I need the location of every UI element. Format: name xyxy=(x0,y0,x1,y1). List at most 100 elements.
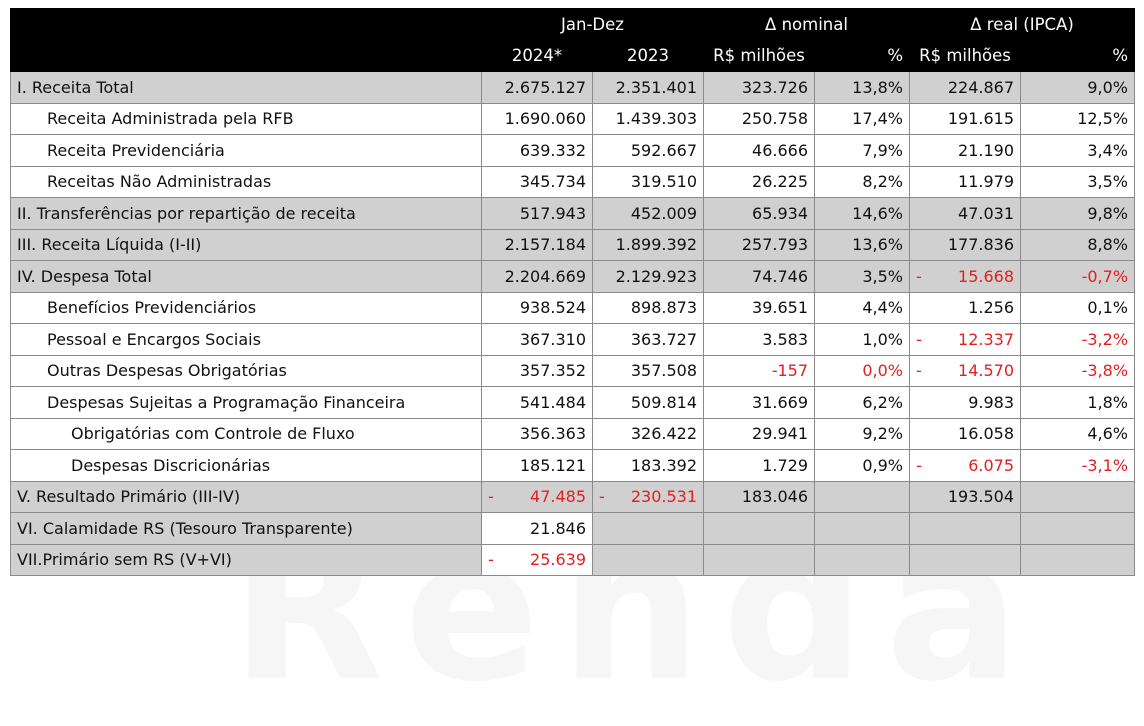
cell-real: - 14.570 xyxy=(909,354,1021,387)
cell-2024: 356.363 xyxy=(481,417,593,450)
row-label: VII.Primário sem RS (V+VI) xyxy=(10,543,482,576)
cell-2023: - 230.531 xyxy=(592,480,704,513)
cell-nominal: 26.225 xyxy=(703,165,815,198)
cell-nominal-pct: 0,0% xyxy=(814,354,910,387)
cell-2023: 326.422 xyxy=(592,417,704,450)
cell-nominal: 65.934 xyxy=(703,197,815,230)
row-label: II. Transferências por repartição de rec… xyxy=(10,197,482,230)
table-row: Benefícios Previdenciários 938.524 898.8… xyxy=(10,291,1136,324)
cell-real: 191.615 xyxy=(909,102,1021,135)
header-real-pct: % xyxy=(1019,39,1136,72)
cell-nominal-pct: 13,8% xyxy=(814,71,910,104)
cell-nominal: 250.758 xyxy=(703,102,815,135)
cell-2024-value: 25.639 xyxy=(530,550,586,570)
cell-real-pct: 0,1% xyxy=(1019,291,1136,324)
cell-nominal: 46.666 xyxy=(703,134,815,167)
table-row: IV. Despesa Total 2.204.669 2.129.923 74… xyxy=(10,260,1136,293)
row-label: Outras Despesas Obrigatórias xyxy=(10,354,482,387)
cell-2024: 2.204.669 xyxy=(481,260,593,293)
cell-real-pct xyxy=(1019,480,1136,513)
cell-nominal-pct xyxy=(814,543,910,576)
cell-real xyxy=(909,543,1021,576)
table-row: Obrigatórias com Controle de Fluxo 356.3… xyxy=(10,417,1136,450)
cell-nominal xyxy=(703,512,815,545)
row-label: Receita Previdenciária xyxy=(10,134,482,167)
table-row: III. Receita Líquida (I-II) 2.157.184 1.… xyxy=(10,228,1136,261)
negative-dash: - xyxy=(916,455,922,475)
cell-2024-value: 47.485 xyxy=(530,487,586,507)
cell-real-pct: 3,5% xyxy=(1019,165,1136,198)
cell-2024: 21.846 xyxy=(481,512,593,545)
cell-real: 9.983 xyxy=(909,386,1021,419)
cell-nominal-pct: 8,2% xyxy=(814,165,910,198)
table-row: Receita Administrada pela RFB 1.690.060 … xyxy=(10,102,1136,135)
table-row: Pessoal e Encargos Sociais 367.310 363.7… xyxy=(10,323,1136,356)
negative-dash: - xyxy=(916,329,922,349)
negative-dash: - xyxy=(488,550,494,570)
cell-real-pct: 9,8% xyxy=(1019,197,1136,230)
table-row: Receitas Não Administradas 345.734 319.5… xyxy=(10,165,1136,198)
cell-2024: 367.310 xyxy=(481,323,593,356)
cell-real: 21.190 xyxy=(909,134,1021,167)
cell-nominal-pct: 17,4% xyxy=(814,102,910,135)
table-row: Despesas Sujeitas a Programação Financei… xyxy=(10,386,1136,419)
cell-2023 xyxy=(592,543,704,576)
table-row: Receita Previdenciária 639.332 592.667 4… xyxy=(10,134,1136,167)
cell-real-pct: -3,8% xyxy=(1019,354,1136,387)
cell-nominal: 1.729 xyxy=(703,449,815,482)
header-2023: 2023 xyxy=(592,39,704,72)
cell-2023: 319.510 xyxy=(592,165,704,198)
cell-2023: 357.508 xyxy=(592,354,704,387)
cell-real-value: 6.075 xyxy=(968,455,1014,475)
cell-2023-value: 230.531 xyxy=(630,487,697,507)
cell-real-pct: -3,2% xyxy=(1019,323,1136,356)
cell-2023: 2.129.923 xyxy=(592,260,704,293)
cell-nominal: 3.583 xyxy=(703,323,815,356)
cell-2024: - 47.485 xyxy=(481,480,593,513)
header-row-columns: 2024* 2023 R$ milhões % R$ milhões % xyxy=(10,39,1136,72)
cell-nominal: -157 xyxy=(703,354,815,387)
row-label: Obrigatórias com Controle de Fluxo xyxy=(10,417,482,450)
table-row: II. Transferências por repartição de rec… xyxy=(10,197,1136,230)
header-empty xyxy=(10,8,482,41)
cell-nominal: 31.669 xyxy=(703,386,815,419)
cell-real-value: 15.668 xyxy=(958,266,1014,286)
negative-dash: - xyxy=(916,361,922,381)
cell-nominal: 257.793 xyxy=(703,228,815,261)
cell-real: - 12.337 xyxy=(909,323,1021,356)
cell-2024: 541.484 xyxy=(481,386,593,419)
header-row-groups: Jan-Dez Δ nominal Δ real (IPCA) xyxy=(10,8,1136,41)
cell-real xyxy=(909,512,1021,545)
cell-2024: 2.675.127 xyxy=(481,71,593,104)
row-label: Receita Administrada pela RFB xyxy=(10,102,482,135)
cell-2024: 357.352 xyxy=(481,354,593,387)
cell-real-pct xyxy=(1019,512,1136,545)
table-row: Outras Despesas Obrigatórias 357.352 357… xyxy=(10,354,1136,387)
cell-nominal-pct xyxy=(814,480,910,513)
cell-2024: 517.943 xyxy=(481,197,593,230)
cell-real: 1.256 xyxy=(909,291,1021,324)
cell-2023: 1.899.392 xyxy=(592,228,704,261)
cell-nominal: 39.651 xyxy=(703,291,815,324)
cell-2023: 183.392 xyxy=(592,449,704,482)
cell-2024: 2.157.184 xyxy=(481,228,593,261)
cell-real-pct: -0,7% xyxy=(1019,260,1136,293)
cell-2023: 898.873 xyxy=(592,291,704,324)
cell-real-pct: 9,0% xyxy=(1019,71,1136,104)
cell-real: 224.867 xyxy=(909,71,1021,104)
cell-2023 xyxy=(592,512,704,545)
table-row: I. Receita Total 2.675.127 2.351.401 323… xyxy=(10,71,1136,104)
cell-real: 16.058 xyxy=(909,417,1021,450)
cell-real-pct: 12,5% xyxy=(1019,102,1136,135)
cell-2023: 2.351.401 xyxy=(592,71,704,104)
header-nominal-pct: % xyxy=(814,39,910,72)
row-label: III. Receita Líquida (I-II) xyxy=(10,228,482,261)
row-label: V. Resultado Primário (III-IV) xyxy=(10,480,482,513)
cell-2023: 509.814 xyxy=(592,386,704,419)
cell-real: - 6.075 xyxy=(909,449,1021,482)
cell-nominal: 323.726 xyxy=(703,71,815,104)
table-row: V. Resultado Primário (III-IV) -47.485 -… xyxy=(10,480,1136,513)
table-row: VI. Calamidade RS (Tesouro Transparente)… xyxy=(10,512,1136,545)
cell-2023: 1.439.303 xyxy=(592,102,704,135)
cell-2023: 592.667 xyxy=(592,134,704,167)
